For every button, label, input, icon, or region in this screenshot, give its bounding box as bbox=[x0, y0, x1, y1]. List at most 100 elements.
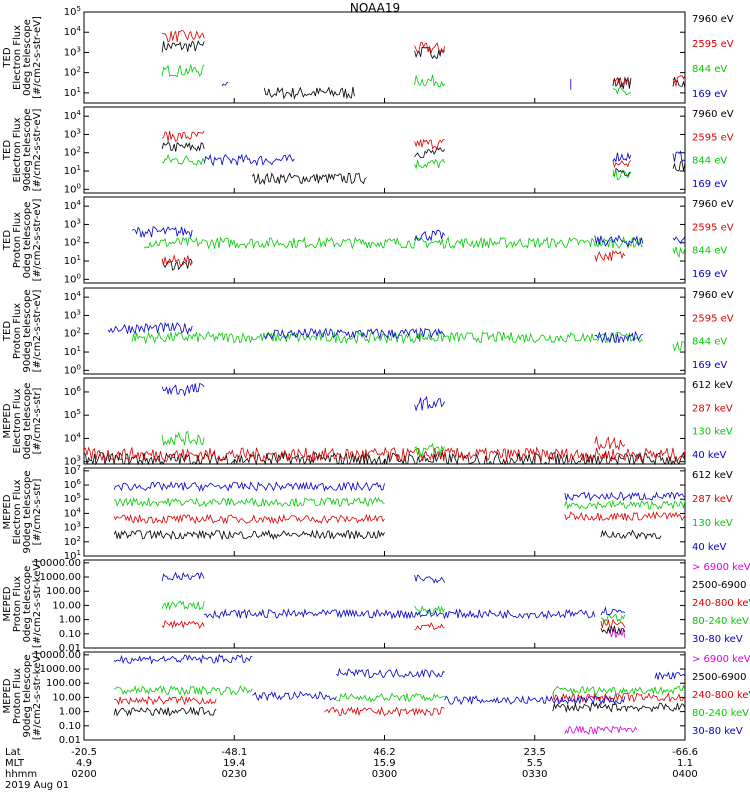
series-2595-ev bbox=[161, 249, 626, 267]
x-tick-label-hhmm: 0330 bbox=[522, 769, 547, 780]
panel-frame bbox=[83, 106, 686, 194]
legend-entry: 240-800 keV bbox=[692, 598, 750, 609]
y-label-line: MEPED bbox=[2, 586, 13, 621]
series-line bbox=[161, 619, 205, 630]
y-label-line: TED bbox=[2, 47, 13, 68]
legend-entry: 40 keV bbox=[692, 542, 726, 553]
y-tick-label: 103 bbox=[64, 45, 81, 58]
y-tick-label: 101 bbox=[64, 549, 81, 562]
legend-entry: 80-240 keV bbox=[692, 708, 749, 719]
series-line bbox=[672, 340, 686, 352]
y-label-line: TED bbox=[2, 230, 13, 251]
y-tick-label: 10000.00 bbox=[33, 650, 81, 661]
y-tick-label: 0.01 bbox=[59, 735, 81, 746]
legend-entry: 2500-6900 bbox=[692, 672, 747, 683]
y-label-line: [#/cm2-s-str-eV] bbox=[32, 199, 43, 282]
series-line bbox=[564, 499, 686, 511]
series-line bbox=[143, 236, 644, 250]
y-tick-label: 102 bbox=[64, 66, 81, 79]
legend-entry: 30-80 keV bbox=[692, 634, 743, 645]
x-tick-label-hhmm: 0230 bbox=[222, 769, 247, 780]
panel-2: 100 101 102 103 104 TED Electron Flux 90deg tel… bbox=[2, 106, 734, 195]
series-line bbox=[672, 76, 686, 89]
y-tick-label: 104 bbox=[64, 109, 82, 122]
series-line bbox=[612, 86, 631, 96]
series-40-kev bbox=[161, 382, 445, 412]
y-tick-label: 104 bbox=[64, 290, 82, 303]
series-line bbox=[414, 442, 445, 457]
y-axis-label: MEPED Proton Flux 0deg telescope [#/cm2-s-s… bbox=[2, 560, 43, 648]
series-line bbox=[600, 618, 626, 629]
y-label-line: 90deg telescope bbox=[22, 470, 33, 553]
x-tick-label-lat: 46.2 bbox=[373, 747, 395, 758]
legend-entry: > 6900 keV bbox=[692, 562, 750, 573]
x-tick-label-mlt: 4.9 bbox=[76, 758, 92, 769]
x-tick-label-hhmm: 0300 bbox=[372, 769, 397, 780]
series-line bbox=[113, 513, 385, 525]
series-line bbox=[336, 692, 445, 703]
series-2595-ev bbox=[161, 29, 686, 88]
x-row-label-lat: Lat bbox=[5, 747, 21, 758]
panel-1: 101 102 103 104 105 TED Electron Flux 0deg tele… bbox=[2, 5, 734, 104]
y-label-line: 90deg telescope bbox=[22, 289, 33, 372]
series-169-ev bbox=[131, 226, 686, 248]
y-tick-label: 101 bbox=[64, 345, 81, 358]
legend-entry: 2500-6900 bbox=[692, 580, 747, 591]
series-line bbox=[161, 571, 205, 582]
series-30-80-kev bbox=[113, 653, 686, 706]
y-tick-label: 1.00 bbox=[59, 707, 81, 718]
y-label-line: 0deg telescope bbox=[22, 566, 33, 643]
y-tick-label: 103 bbox=[64, 308, 81, 321]
x-tick-label-mlt: 19.4 bbox=[223, 758, 245, 769]
series-240-800-kev bbox=[161, 618, 626, 631]
series-line bbox=[552, 684, 686, 696]
series-844-ev bbox=[131, 331, 686, 352]
series-line bbox=[414, 622, 445, 631]
y-tick-label: 1.00 bbox=[59, 615, 81, 626]
panel-frame bbox=[83, 11, 686, 104]
series-line bbox=[131, 331, 644, 345]
y-tick-label: 105 bbox=[64, 5, 81, 18]
y-tick-label: 107 bbox=[64, 464, 81, 477]
x-tick-label-lat: -20.5 bbox=[71, 747, 97, 758]
series-line bbox=[444, 694, 626, 706]
series-844-ev bbox=[161, 154, 632, 181]
y-label-line: Electron Flux bbox=[12, 388, 23, 453]
panel-frame bbox=[83, 467, 686, 557]
series-line bbox=[672, 150, 686, 162]
y-tick-label: 104 bbox=[64, 431, 82, 444]
y-tick-label: 1000.00 bbox=[40, 664, 81, 675]
series-287-kev bbox=[83, 436, 686, 464]
series-line bbox=[113, 695, 217, 706]
y-label-line: Electron Flux bbox=[12, 117, 23, 182]
series-line bbox=[414, 74, 445, 88]
series-line bbox=[161, 29, 205, 43]
y-label-line: 0deg telescope bbox=[22, 19, 33, 96]
series-line bbox=[252, 690, 337, 702]
series-line bbox=[131, 226, 193, 239]
legend-entry: 844 eV bbox=[692, 64, 727, 75]
y-label-line: [#/cm2-s-str-eV] bbox=[32, 16, 43, 99]
legend-entry: 612 keV bbox=[692, 470, 733, 481]
y-label-line: Proton Flux bbox=[12, 212, 23, 268]
y-tick-label: 1000.00 bbox=[40, 572, 81, 583]
y-label-line: 0deg telescope bbox=[22, 383, 33, 460]
series-169-ev bbox=[221, 78, 572, 90]
series-line bbox=[612, 151, 632, 163]
series-line bbox=[113, 685, 253, 696]
y-label-line: [#/cm2-s-str-keV] bbox=[32, 560, 43, 648]
series-line bbox=[113, 529, 385, 541]
y-tick-label: 105 bbox=[64, 408, 81, 421]
legend-entry: 844 eV bbox=[692, 246, 727, 257]
series-line bbox=[612, 160, 632, 169]
y-tick-label: 100.00 bbox=[46, 586, 81, 597]
panel-7: 0.010.101.0010.00100.001000.0010000.00ME… bbox=[2, 558, 750, 654]
series-line bbox=[161, 600, 205, 611]
legend-entry: 7960 eV bbox=[692, 14, 734, 25]
y-axis-label: MEPED Electron Flux 0deg telescope [#/cm2-s… bbox=[2, 383, 43, 460]
y-tick-label: 104 bbox=[64, 199, 82, 212]
legend-entry: 130 keV bbox=[692, 427, 733, 438]
series-line bbox=[113, 480, 385, 492]
y-tick-label: 102 bbox=[64, 535, 81, 548]
